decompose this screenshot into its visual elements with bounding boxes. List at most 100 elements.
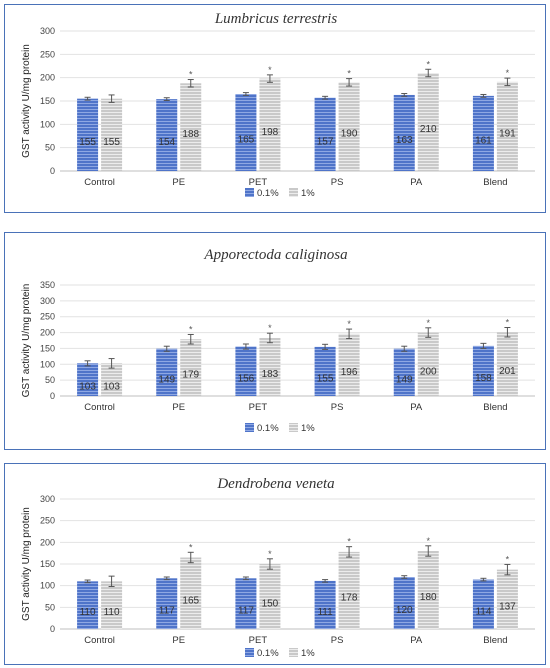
y-tick-label: 0 [50, 391, 55, 401]
data-label: 210 [420, 124, 437, 135]
bar [314, 346, 336, 396]
data-label: 165 [182, 595, 199, 606]
significance-star: * [347, 537, 351, 547]
data-label: 188 [182, 129, 199, 140]
x-tick-label: PA [410, 177, 423, 188]
bar [314, 97, 336, 171]
x-tick-label: PS [331, 635, 344, 646]
data-label: 198 [262, 127, 279, 138]
bar [472, 579, 494, 629]
bar [259, 564, 281, 629]
bar [496, 81, 518, 171]
legend-swatch [289, 188, 298, 197]
y-tick-label: 50 [45, 143, 55, 153]
legend-label: 1% [301, 648, 315, 659]
data-label: 110 [104, 607, 120, 618]
data-label: 196 [341, 367, 358, 378]
legend-swatch [245, 648, 254, 657]
x-tick-label: PA [410, 635, 423, 646]
y-tick-label: 150 [40, 559, 55, 569]
legend-label: 1% [301, 423, 315, 434]
significance-star: * [268, 65, 272, 75]
y-tick-label: 100 [40, 119, 55, 129]
data-label: 155 [103, 137, 120, 148]
y-tick-label: 0 [50, 624, 55, 634]
bar [156, 348, 178, 396]
bar [417, 551, 439, 629]
bar [101, 363, 123, 396]
y-axis-label: GST activity U/mg protein [21, 44, 32, 158]
data-label: 114 [475, 606, 491, 617]
significance-star: * [347, 319, 351, 329]
legend-label: 0.1% [257, 648, 279, 659]
chart-panel-1: Lumbricus terrestris GST activity U/mg pr… [4, 4, 546, 213]
significance-star: * [189, 324, 193, 334]
significance-star: * [506, 554, 510, 564]
x-tick-label: Blend [483, 177, 507, 188]
bar [77, 363, 99, 396]
data-label: 111 [317, 607, 333, 618]
x-tick-label: PE [172, 177, 185, 188]
data-label: 165 [238, 135, 255, 146]
data-label: 180 [420, 592, 437, 603]
y-tick-label: 250 [40, 49, 55, 59]
data-label: 179 [182, 370, 199, 381]
bar [180, 557, 202, 629]
bar [156, 578, 178, 629]
bar [77, 98, 99, 171]
legend-label: 0.1% [257, 423, 279, 434]
data-label: 149 [158, 374, 175, 385]
bar [472, 95, 494, 171]
x-tick-label: PS [331, 402, 344, 413]
bar [338, 82, 360, 171]
x-tick-label: Blend [483, 402, 507, 413]
data-label: 190 [341, 129, 358, 140]
y-tick-label: 250 [40, 312, 55, 322]
chart-title: Dendrobena veneta [216, 476, 334, 492]
legend: 0.1% 1% [245, 648, 315, 659]
bar [472, 345, 494, 396]
x-tick-label: Control [84, 177, 115, 188]
y-tick-label: 100 [40, 581, 55, 591]
data-label: 117 [238, 606, 254, 617]
significance-star: * [426, 59, 430, 69]
x-tick-label: Control [84, 635, 115, 646]
significance-star: * [189, 542, 193, 552]
bar [417, 332, 439, 396]
y-tick-label: 200 [40, 328, 55, 338]
data-label: 149 [396, 374, 413, 385]
bar [314, 580, 336, 629]
data-label: 191 [499, 128, 516, 139]
data-label: 150 [262, 599, 279, 610]
data-label: 161 [475, 135, 492, 146]
legend-label: 0.1% [257, 188, 279, 199]
y-tick-label: 300 [40, 26, 55, 36]
y-tick-label: 250 [40, 516, 55, 526]
bar [235, 578, 257, 629]
y-axis-label: GST activity U/mg protein [21, 284, 32, 398]
data-label: 120 [396, 605, 413, 616]
significance-star: * [189, 70, 193, 80]
data-label: 155 [317, 373, 334, 384]
y-tick-label: 300 [40, 296, 55, 306]
bar [338, 333, 360, 396]
bar [417, 73, 439, 171]
chart-panel-3: Dendrobena veneta GST activity U/mg prote… [4, 463, 546, 665]
data-label: 155 [79, 137, 96, 148]
x-tick-label: PE [172, 402, 185, 413]
y-tick-label: 300 [40, 494, 55, 504]
data-label: 137 [499, 601, 516, 612]
bar [393, 577, 415, 629]
legend: 0.1% 1% [245, 188, 315, 199]
data-label: 157 [317, 136, 334, 147]
bar [77, 581, 99, 629]
data-label: 154 [158, 137, 175, 148]
y-tick-label: 50 [45, 375, 55, 385]
data-label: 158 [475, 373, 492, 384]
significance-star: * [426, 318, 430, 328]
significance-star: * [347, 69, 351, 79]
chart-svg-1: Lumbricus terrestris GST activity U/mg pr… [21, 11, 535, 199]
chart-panel-2: Apporectoda caliginosa GST activity U/mg … [4, 232, 546, 450]
y-tick-label: 200 [40, 73, 55, 83]
bar [496, 332, 518, 396]
